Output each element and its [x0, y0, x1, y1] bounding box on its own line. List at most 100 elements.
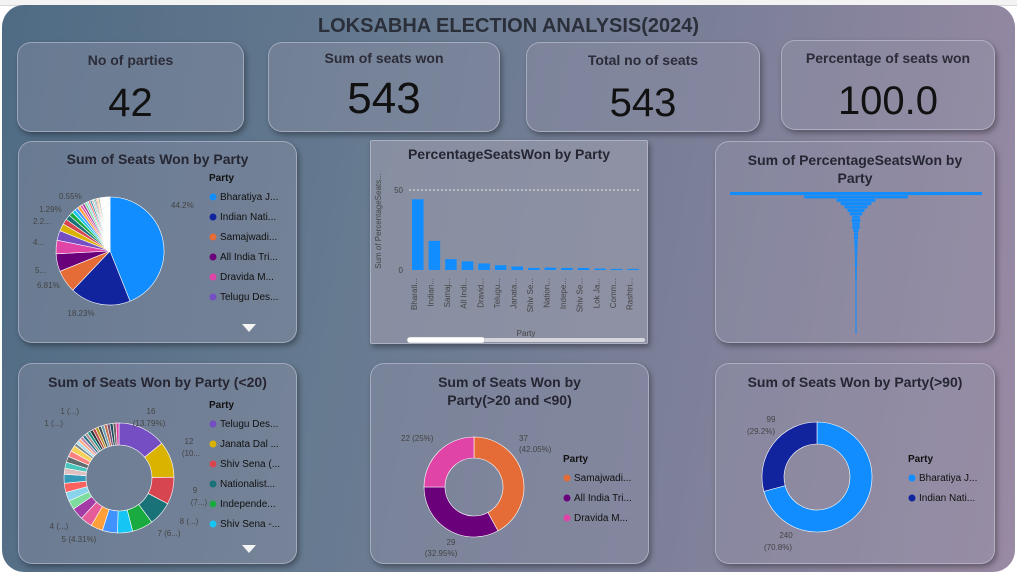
kpi-card-parties[interactable]: No of parties 42	[17, 42, 244, 132]
pie-slice	[72, 250, 131, 306]
pie-slice	[763, 421, 873, 533]
data-label: (32.95%)	[425, 549, 458, 558]
bar-percentage-by-party-card[interactable]: PercentageSeatsWon by Party 50 0 Sum of Pe…	[370, 140, 648, 344]
funnel-bar	[855, 269, 857, 273]
legend-marker	[209, 520, 217, 528]
donut3-legend-label: Indian Nati...	[919, 493, 975, 504]
pie-seats-by-party-card[interactable]: Sum of Seats Won by Party 44.2% 18.23% 6.8…	[18, 141, 297, 343]
funnel-bar	[855, 293, 857, 297]
bar	[412, 199, 424, 270]
pie1-legend-label: Telugu Des...	[220, 292, 278, 303]
funnel-bar	[855, 327, 857, 331]
chart-title: PercentageSeatsWon by Party	[407, 146, 611, 162]
pie1-legend-label: Bharatiya J...	[220, 192, 278, 203]
data-label: (10...	[182, 449, 200, 458]
data-label: 240	[779, 531, 793, 540]
funnel-bar	[855, 310, 857, 314]
funnel-bar	[855, 279, 857, 283]
donut-seats-gt90-chart: 99 (29.2%) 240 (70.8%) Party Bharatiya J... In…	[747, 415, 977, 552]
pie-seats-by-party-chart: 44.2% 18.23% 6.81% 5... 4... 2.2... 1.29% 0.55%…	[33, 173, 278, 318]
funnel-bar	[854, 252, 858, 256]
data-label: 7 (6...)	[157, 529, 180, 538]
legend-marker	[908, 494, 916, 502]
data-label: 8 (...)	[180, 517, 199, 526]
donut-seats-gt90-card[interactable]: Sum of Seats Won by Party(>90) 99 (29.2%)…	[715, 363, 995, 564]
kpi-card-seats-won[interactable]: Sum of seats won 543	[268, 42, 500, 132]
page-title: LOKSABHA ELECTION ANALYSIS(2024)	[317, 15, 700, 37]
legend-marker	[209, 460, 217, 468]
funnel-bar	[855, 283, 857, 287]
chevron-down-icon[interactable]	[242, 545, 256, 553]
data-label: 1.29%	[39, 205, 62, 214]
funnel-bar	[852, 225, 860, 229]
kpi-card-percentage[interactable]: Percentage of seats won 100.0	[781, 40, 995, 130]
funnel-bar	[855, 320, 857, 324]
bar	[528, 267, 540, 270]
donut-seats-lt20-chart: 16 (13.79%) 12 (10... 9 (7...) 8 (...)7 (6...)…	[44, 400, 280, 544]
data-label: 29	[447, 538, 456, 547]
donut-seats-20-90-card[interactable]: Sum of Seats Won by Party(>20 and <90) 3…	[370, 363, 649, 564]
pie1-legend-label: All India Tri...	[220, 252, 278, 263]
funnel-bar	[854, 242, 858, 246]
report-canvas: LOKSABHA ELECTION ANALYSIS(2024) No of p…	[2, 5, 1015, 572]
pie-slice	[473, 436, 525, 532]
bar	[627, 268, 639, 270]
legend-marker	[209, 233, 217, 241]
x-tick-label: Lok Ja...	[592, 278, 601, 308]
funnel-bar	[847, 208, 865, 212]
x-tick-label: Dravid...	[476, 278, 485, 308]
chevron-down-icon[interactable]	[242, 324, 256, 332]
x-tick-label: Rashtri...	[625, 278, 634, 310]
legend-marker	[209, 420, 217, 428]
funnel-bar	[855, 313, 857, 317]
pie-slice	[761, 421, 818, 492]
funnel-bar	[854, 232, 858, 236]
funnel-bar	[855, 290, 857, 294]
pie-slice	[115, 422, 120, 446]
legend-marker	[209, 193, 217, 201]
funnel-bar	[804, 195, 908, 199]
legend-marker	[209, 213, 217, 221]
pie1-legend-label: Samajwadi...	[220, 232, 277, 243]
data-label: 5 (4.31%)	[62, 535, 97, 544]
chart-title: Sum of Seats Won by Party(>90)	[747, 374, 963, 390]
kpi-label: Sum of seats won	[324, 50, 444, 66]
donut2-legend-label: All India Tri...	[574, 493, 632, 504]
pie1-legend-label: Indian Nati...	[220, 212, 276, 223]
funnel-bar	[849, 212, 863, 216]
data-label: 22 (25%)	[401, 434, 434, 443]
data-label: (29.2%)	[747, 427, 775, 436]
funnel-percentage-by-party-chart	[730, 192, 982, 334]
data-label: (70.8%)	[764, 543, 792, 552]
data-label: 1 (...)	[44, 419, 63, 428]
legend-title: Party	[908, 454, 933, 465]
data-label: 18.23%	[67, 309, 94, 318]
funnel-percentage-by-party-card[interactable]: Sum of PercentageSeatsWon by Party	[715, 141, 995, 343]
legend-marker	[209, 500, 217, 508]
donut1-legend-label: Independe...	[220, 499, 276, 510]
data-label: 1 (...)	[60, 407, 79, 416]
x-tick-label: All Indi...	[460, 278, 469, 309]
legend-title: Party	[563, 454, 588, 465]
y-tick-label: 0	[399, 266, 404, 275]
data-label: 12	[185, 437, 194, 446]
kpi-value: 543	[347, 74, 421, 123]
x-tick-label: Telugu...	[493, 278, 502, 308]
funnel-bar	[840, 202, 872, 206]
x-tick-label: Nation...	[543, 278, 552, 308]
donut1-legend-label: Janata Dal ...	[220, 439, 279, 450]
donut-seats-lt20-card[interactable]: Sum of Seats Won by Party (<20) 16 (13.79…	[18, 363, 297, 564]
pie-slice	[423, 486, 499, 538]
funnel-bar	[855, 296, 857, 300]
kpi-card-total-seats[interactable]: Total no of seats 543	[526, 42, 760, 132]
data-label: 4...	[33, 238, 44, 247]
legend-marker	[209, 273, 217, 281]
x-tick-label: Shiv Se...	[526, 278, 535, 312]
bar-percentage-by-party-chart: 50 0 Sum of PercentageSeats... Bharati... In…	[374, 173, 645, 344]
y-tick-label: 50	[394, 186, 403, 195]
funnel-bar	[844, 205, 868, 209]
donut1-legend-label: Shiv Sena (...	[220, 459, 280, 470]
bar	[610, 268, 623, 270]
bar	[511, 266, 523, 270]
